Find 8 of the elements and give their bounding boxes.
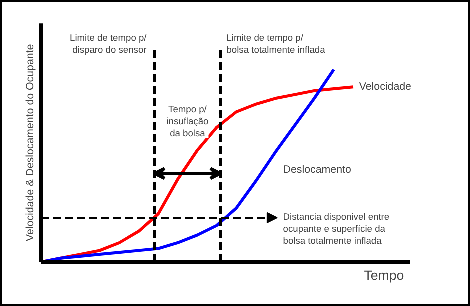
y-axis-title: Velocidade & Deslocamento do Ocupante [24,44,37,242]
x-axis-title: Tempo [364,268,404,284]
annotation: Tempo p/ insuflação da bolsa [166,104,209,138]
text: Limite de tempo p/ bolsa totalmente inflada [226,33,326,56]
legend-label: Distancia disponivel entre ocupante e superfície da bolsa totalmente inflada [283,212,390,246]
text: Limite de tempo p/ disparo do sensor [70,33,148,56]
series-label: Deslocamento [283,164,352,176]
series-label: Velocidade [359,81,412,94]
